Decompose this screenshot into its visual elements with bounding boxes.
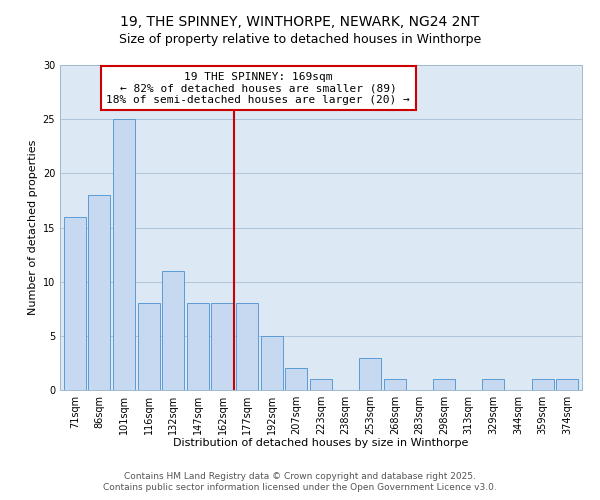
Text: Contains public sector information licensed under the Open Government Licence v3: Contains public sector information licen… [103,484,497,492]
Text: 19, THE SPINNEY, WINTHORPE, NEWARK, NG24 2NT: 19, THE SPINNEY, WINTHORPE, NEWARK, NG24… [121,15,479,29]
Bar [236,304,258,390]
Text: Contains HM Land Registry data © Crown copyright and database right 2025.: Contains HM Land Registry data © Crown c… [124,472,476,481]
Bar [162,271,184,390]
Bar [482,379,505,390]
Bar [359,358,382,390]
Bar [64,216,86,390]
Bar [433,379,455,390]
Text: 19 THE SPINNEY: 169sqm
← 82% of detached houses are smaller (89)
18% of semi-det: 19 THE SPINNEY: 169sqm ← 82% of detached… [106,72,410,104]
Bar [285,368,307,390]
Bar [532,379,554,390]
Bar [260,336,283,390]
Bar [88,195,110,390]
X-axis label: Distribution of detached houses by size in Winthorpe: Distribution of detached houses by size … [173,438,469,448]
Y-axis label: Number of detached properties: Number of detached properties [28,140,38,315]
Bar [384,379,406,390]
Bar [187,304,209,390]
Bar [556,379,578,390]
Bar [137,304,160,390]
Bar [310,379,332,390]
Bar [113,119,135,390]
Text: Size of property relative to detached houses in Winthorpe: Size of property relative to detached ho… [119,32,481,46]
Bar [211,304,233,390]
